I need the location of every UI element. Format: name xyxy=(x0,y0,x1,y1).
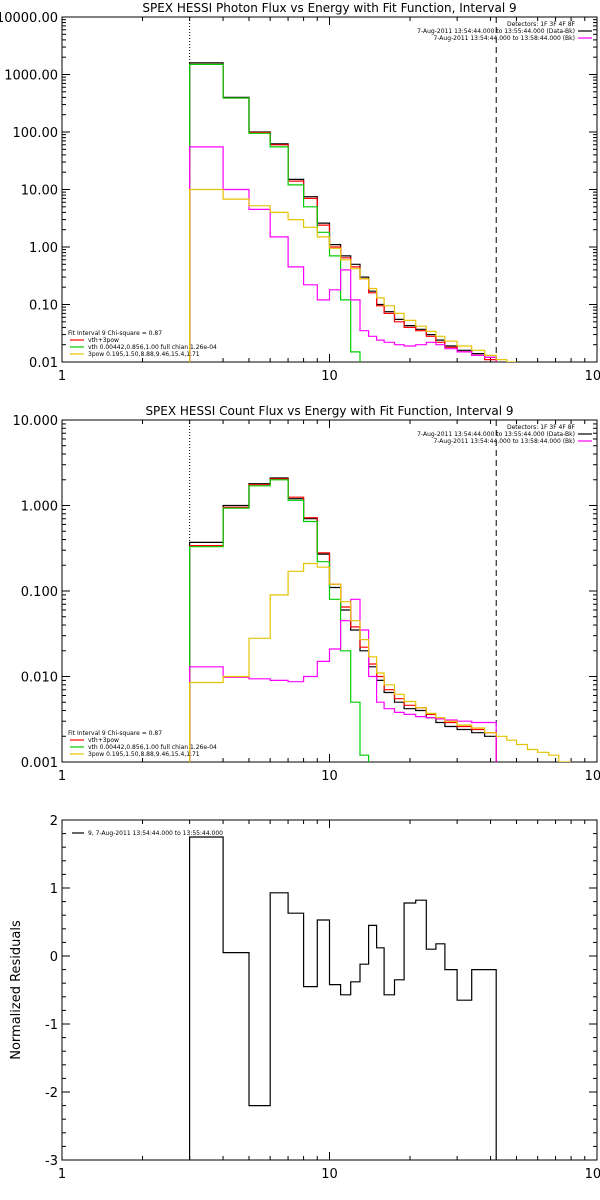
legend-bottom-left-entry: vth 0.00442,0.856,1.00 full chian 1.26e-… xyxy=(88,744,217,751)
y-axis-label: Normalized Residuals xyxy=(9,920,24,1060)
series-line-1 xyxy=(189,477,497,762)
y-tick-label: -2 xyxy=(45,1086,58,1101)
legend-bottom-left-entry: vth+3pow xyxy=(88,737,119,744)
legend-bottom-left-entry: 3pow 0.195,1.50,8.88,9.46,15.4,1.71 xyxy=(88,351,200,358)
series-line-5 xyxy=(189,562,572,762)
legend-bottom-left-entry: Fit Interval 9 Chi-square = 0.87 xyxy=(68,730,162,737)
legend-top-left-entry: 9, 7-Aug-2011 13:54:44.000 to 13:55:44.0… xyxy=(88,830,223,837)
y-tick-label: 10.00 xyxy=(21,184,58,199)
legend-top-right-entry: Detectors: 1F 3F 4F 8F xyxy=(507,21,576,28)
series-line-4 xyxy=(189,598,497,762)
y-tick-label: 10.000 xyxy=(13,414,59,429)
legend-top-right-entry: 7-Aug-2011 13:54:44.000 to 13:55:44.000 … xyxy=(417,28,575,35)
y-tick-label: 1.000 xyxy=(21,500,58,515)
series-line-3 xyxy=(189,479,370,762)
x-tick-label: 10 xyxy=(321,1167,338,1182)
legend-top-right-entry: Detectors: 1F 3F 4F 8F xyxy=(507,424,576,431)
y-tick-label: 10000.00 xyxy=(0,11,58,26)
series-line-3 xyxy=(189,63,361,362)
y-tick-label: 1000.00 xyxy=(4,69,58,84)
legend-bottom-left-entry: vth+3pow xyxy=(88,337,119,344)
chart-panel-1: SPEX HESSI Photon Flux vs Energy with Fi… xyxy=(0,1,600,384)
y-tick-label: 0.10 xyxy=(29,299,58,314)
y-tick-label: -3 xyxy=(45,1154,58,1169)
legend-top-right-entry: 7-Aug-2011 13:54:44.000 to 13:58:44.000 … xyxy=(433,438,575,445)
series-line-1 xyxy=(189,836,497,1160)
y-tick-label: 100.00 xyxy=(13,126,59,141)
series-line-2 xyxy=(189,478,497,762)
x-tick-label: 1 xyxy=(58,769,66,784)
y-tick-label: 0.100 xyxy=(21,585,58,600)
legend-top-right-entry: 7-Aug-2011 13:54:44.000 to 13:55:44.000 … xyxy=(417,431,575,438)
series-line-5 xyxy=(189,188,517,362)
y-tick-label: 1.00 xyxy=(29,241,58,256)
x-tick-label: 100 xyxy=(585,369,600,384)
series-line-1 xyxy=(189,62,497,362)
x-tick-label: 1 xyxy=(58,1167,66,1182)
x-tick-label: 10 xyxy=(321,369,338,384)
y-tick-label: 0.001 xyxy=(21,756,58,771)
y-tick-label: 0 xyxy=(50,950,58,965)
y-tick-label: 0.01 xyxy=(29,356,58,371)
x-tick-label: 100 xyxy=(585,1167,600,1182)
x-tick-label: 1 xyxy=(58,369,66,384)
chart-panel-2: SPEX HESSI Count Flux vs Energy with Fit… xyxy=(13,404,600,784)
legend-bottom-left-entry: Fit Interval 9 Chi-square = 0.87 xyxy=(68,330,162,337)
x-tick-label: 10 xyxy=(321,769,338,784)
legend-bottom-left-entry: 3pow 0.195,1.50,8.88,9.46,15.4,1.71 xyxy=(88,751,200,758)
series-line-2 xyxy=(189,63,497,362)
y-tick-label: -1 xyxy=(45,1018,58,1033)
plot-frame xyxy=(61,819,598,1161)
chart-panel-3: 1 10 100 -3 -2 -1 0 1 2 Normalized Residuals 9, 7-… xyxy=(9,814,600,1182)
y-tick-label: 1 xyxy=(50,882,58,897)
x-tick-label: 100 xyxy=(585,769,600,784)
y-tick-label: 2 xyxy=(50,814,58,829)
series-line-4 xyxy=(189,146,497,362)
chart-title: SPEX HESSI Photon Flux vs Energy with Fi… xyxy=(142,1,516,15)
plot-frame xyxy=(61,16,598,363)
legend-bottom-left-entry: vth 0.00442,0.856,1.00 full chian 1.26e-… xyxy=(88,344,217,351)
legend-top-right-entry: 7-Aug-2011 13:54:44.000 to 13:58:44.000 … xyxy=(433,35,575,42)
chart-title: SPEX HESSI Count Flux vs Energy with Fit… xyxy=(145,404,513,418)
y-tick-label: 0.010 xyxy=(21,671,58,686)
